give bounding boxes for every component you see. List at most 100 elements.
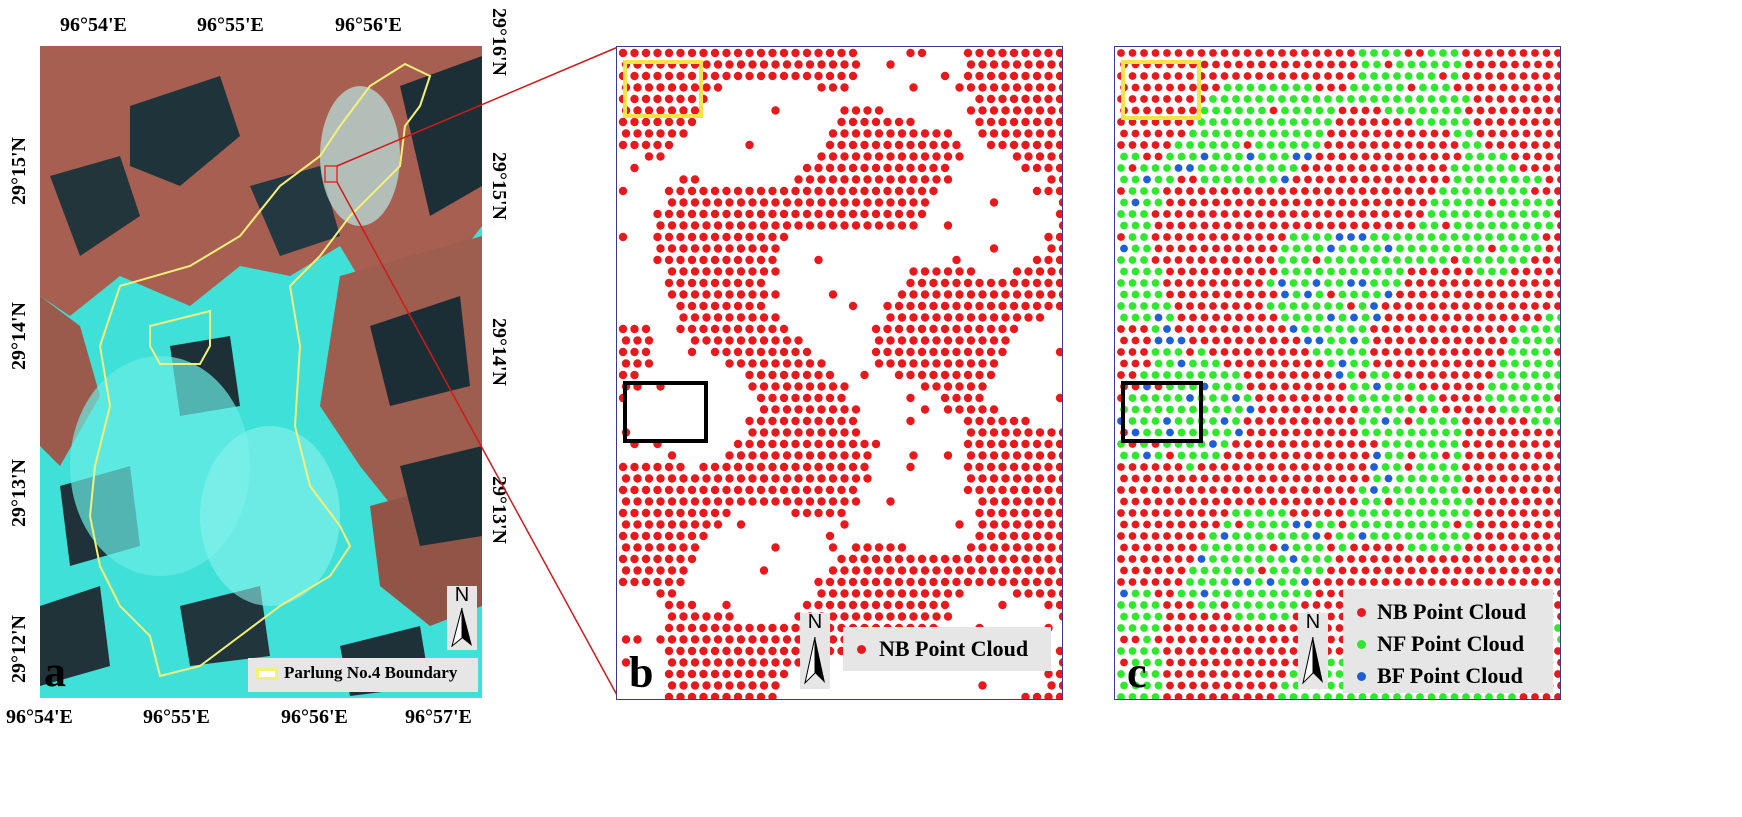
nb-point [699,508,708,518]
nf-point [1232,555,1240,563]
nb-point [920,359,930,368]
nb-point [1370,578,1378,586]
nb-point [653,485,662,495]
nf-point [1419,60,1427,69]
nb-point [802,186,812,196]
nb-point [943,267,953,276]
nf-point [1439,509,1447,517]
nb-point [1269,290,1278,299]
nf-point [1243,509,1252,517]
nb-point [1140,532,1148,540]
nb-point [1117,463,1125,471]
nb-point [702,681,711,690]
nb-point [978,497,987,506]
nf-point [1407,497,1416,506]
nb-point [897,336,907,345]
nb-point [756,646,766,656]
nf-point [1301,233,1309,241]
nb-point [1554,601,1560,609]
nb-point [1047,681,1056,690]
nf-point [1269,566,1278,575]
nb-point [1281,474,1289,483]
nb-point [825,531,835,541]
nb-point [1488,129,1496,138]
nf-point [1450,118,1459,126]
nb-point [679,658,688,667]
nb-point [929,347,938,357]
nb-point [1255,463,1263,471]
nb-point [1223,336,1232,345]
nb-point [676,255,685,265]
nb-point [975,324,984,334]
nf-point [1140,371,1148,379]
nb-point [1012,152,1022,161]
nb-point [1035,543,1045,552]
nf-point [1301,693,1309,699]
nf-point [1430,221,1439,230]
nb-point [989,474,999,483]
nf-point [1508,164,1516,172]
nb-point [722,232,731,242]
nf-point [1154,612,1163,621]
nb-point [1315,428,1324,437]
nb-point [1381,325,1390,333]
nf-point [1278,578,1286,586]
nb-point [1266,463,1275,471]
nb-point [906,163,915,173]
nb-point [1024,474,1033,483]
nb-point [920,175,930,184]
nb-point [1278,371,1286,379]
nb-point [802,462,812,472]
nb-point [1327,543,1335,552]
nb-point [1499,520,1508,529]
nf-point [1534,359,1542,368]
nf-point [1465,497,1473,506]
nb-point [1324,578,1332,586]
nb-point [840,497,849,506]
nb-point [1186,693,1194,699]
nb-point [940,71,950,81]
nf-point [1301,118,1309,126]
nb-point [966,382,976,391]
nf-point [1151,394,1160,402]
nb-point [1044,692,1053,699]
nb-point [1393,187,1401,195]
nb-point [932,566,941,575]
nb-point [656,520,665,529]
nb-point [1232,624,1240,632]
nf-point [1278,532,1286,540]
nb-point [618,186,628,196]
nb-point [1511,474,1519,483]
nb-point [1442,221,1450,230]
nb-point [1143,474,1151,483]
nb-point [618,117,628,127]
nb-point [814,393,823,403]
nb-point [1243,693,1252,699]
nb-point [1174,624,1183,632]
north-label-c: N [1305,611,1321,633]
nb-point [940,324,950,334]
nb-point [863,612,872,621]
nb-point [736,474,746,483]
nb-point [1427,578,1436,586]
nf-point [1209,555,1217,563]
nb-point [687,71,697,81]
nb-point [1032,48,1042,58]
nb-point [874,198,884,207]
nf-point [1350,359,1358,368]
nb-point [1407,313,1416,322]
nb-point [802,370,812,380]
nb-point [736,451,746,460]
nb-point [963,71,973,81]
nf-point [1143,244,1151,253]
nb-point [771,658,780,667]
nb-point [840,175,849,184]
nb-point [676,485,685,495]
nb-point [1511,566,1519,575]
nb-point [679,543,688,552]
nb-point [1055,462,1062,472]
nf-point [1335,532,1344,540]
nf-point [1154,198,1163,207]
nb-point [998,439,1007,449]
nf-point [1361,428,1370,437]
